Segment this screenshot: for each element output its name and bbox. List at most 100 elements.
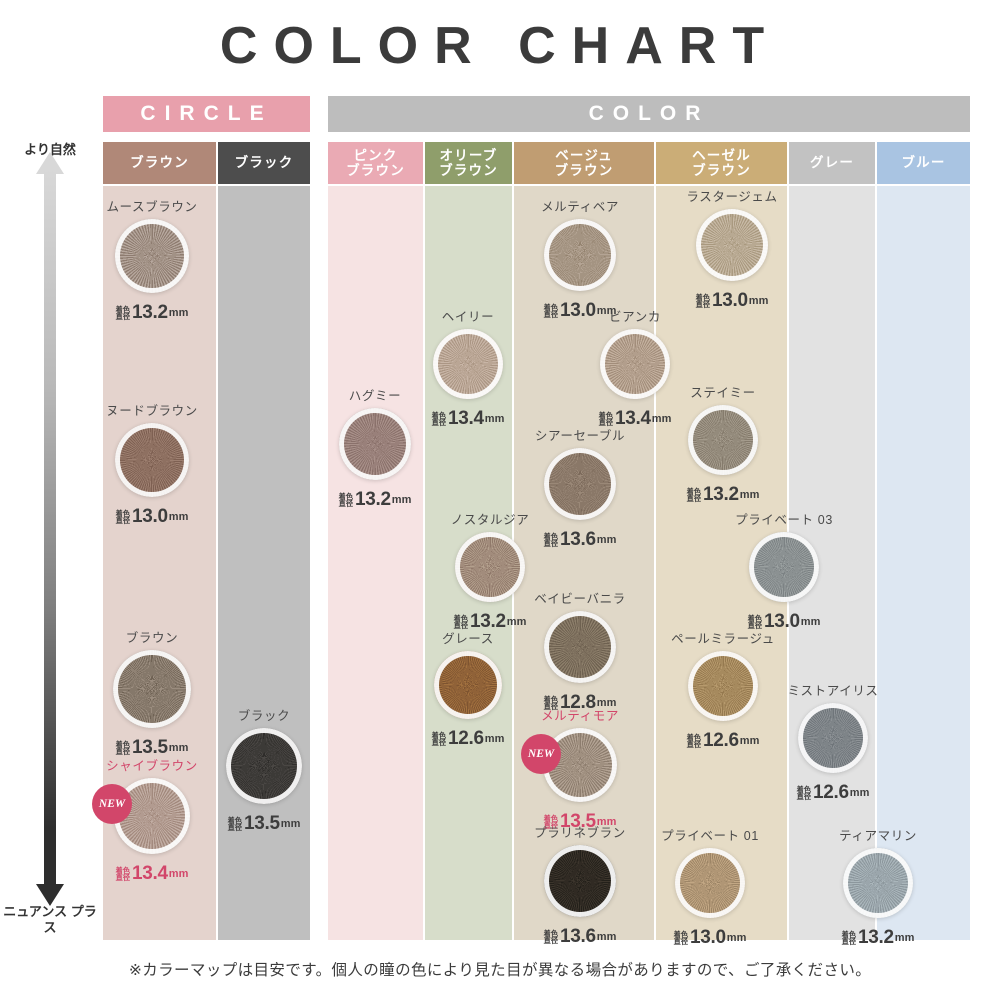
lens-item[interactable]: メルティモア NEW 着色 直径 13.5 mm xyxy=(505,705,655,833)
lens-item[interactable]: シャイブラウン NEW 着色 直径 13.4 mm xyxy=(77,755,227,885)
column-header-pink-brown[interactable]: ピンク ブラウン xyxy=(328,142,423,184)
column-header-brown[interactable]: ブラウン xyxy=(103,142,216,184)
lens-item[interactable]: ハグミー 着色 直径 13.2 mm xyxy=(300,385,450,511)
diameter-label-line1: 着色 xyxy=(431,730,447,740)
diameter-label-line1: 着色 xyxy=(841,929,857,939)
lens-image-wrap xyxy=(115,219,189,293)
column-header-label: ヘーゼル xyxy=(692,147,751,163)
lens-item[interactable]: ミストアイリス 着色 直径 12.6 mm xyxy=(758,680,908,804)
lens-image-wrap xyxy=(339,408,411,480)
column-header-blue[interactable]: ブルー xyxy=(877,142,970,184)
new-badge: NEW xyxy=(92,784,132,824)
lens-image-wrap xyxy=(600,329,670,399)
diameter-label: 着色 直径 xyxy=(116,306,130,321)
column-header-beige-brown[interactable]: ベージュ ブラウン xyxy=(514,142,654,184)
lens-image-wrap xyxy=(544,219,616,291)
lens-item[interactable]: ヌードブラウン 着色 直径 13.0 mm xyxy=(77,400,227,528)
diameter-unit: mm xyxy=(596,534,617,546)
lens-image-wrap xyxy=(675,848,745,918)
diameter-label: 着色 直径 xyxy=(544,696,558,711)
diameter-value: 12.6 xyxy=(813,782,849,803)
lens-item[interactable]: ベイビーバニラ 着色 直径 12.8 mm xyxy=(505,588,655,714)
diameter-label: 着色 直径 xyxy=(674,931,688,946)
lens-item[interactable]: ステイミー 着色 直径 13.2 mm xyxy=(648,382,798,506)
diameter-label-line2: 直径 xyxy=(543,539,559,548)
lens-name: ハグミー xyxy=(348,389,402,403)
column-header-hazel-brown[interactable]: ヘーゼル ブラウン xyxy=(656,142,787,184)
diameter-label: 着色 直径 xyxy=(116,867,130,882)
diameter-label-line1: 着色 xyxy=(338,491,354,501)
diameter-label-line2: 直径 xyxy=(686,494,702,503)
diameter-value: 13.0 xyxy=(764,611,800,632)
lens-item[interactable]: ノスタルジア 着色 直径 13.2 mm xyxy=(415,509,565,633)
diameter-value: 13.0 xyxy=(690,927,726,948)
lens-item[interactable]: メルティベア着色 直径 13.0 mm xyxy=(505,196,655,322)
lens-item[interactable]: ブラウン 着色 直径 13.5 mm xyxy=(77,627,227,759)
diameter-value: 13.6 xyxy=(560,926,596,947)
lens-item[interactable]: プライベート 01 着色 直径 13.0 mm xyxy=(635,825,785,949)
diameter-label: 着色 直径 xyxy=(115,739,131,756)
lens-item[interactable]: プラリネブラン 着色 直径 13.6 mm xyxy=(505,822,655,948)
column-body-beige-brown xyxy=(514,186,654,940)
lens-image-wrap xyxy=(798,703,868,773)
lens-diameter: 着色 直径 13.0 mm xyxy=(709,611,859,633)
diameter-value: 13.4 xyxy=(615,408,651,429)
lens-item[interactable]: ムースブラウン着色 直径 13.2 mm xyxy=(77,196,227,324)
diameter-label: 着色 直径 xyxy=(431,730,447,747)
lens-name: ティアマリン xyxy=(839,829,917,843)
lens-item[interactable]: ティアマリン 着色 直径 13.2 mm xyxy=(803,825,953,949)
column-header-gray[interactable]: グレー xyxy=(789,142,875,184)
lens-name: メルティベア xyxy=(541,200,619,214)
lens-item[interactable]: ビアンカ 着色 直径 13.4 mm xyxy=(560,306,710,430)
column-header-black[interactable]: ブラック xyxy=(218,142,310,184)
lens-item[interactable]: ラスタージェム 着色 直径 13.0 mm xyxy=(657,186,807,312)
diameter-label-line2: 直径 xyxy=(686,740,702,749)
diameter-label-line2: 直径 xyxy=(841,937,857,946)
diameter-label: 着色 直径 xyxy=(227,817,243,832)
lens-diameter: 着色 直径 13.2 mm xyxy=(77,302,227,324)
lens-image-wrap xyxy=(113,650,191,728)
column-header-label: ブルー xyxy=(901,155,946,171)
lens-item[interactable]: グレース 着色 直径 12.6 mm xyxy=(393,628,543,750)
lens-diameter: 着色 直径 13.5 mm xyxy=(77,737,227,759)
lens-image-wrap xyxy=(455,532,525,602)
lens-item[interactable]: シアーセーブル 着色 直径 13.6 mm xyxy=(505,425,655,551)
diameter-label-line2: 直径 xyxy=(227,823,243,832)
lens-name: ヘイリー xyxy=(441,310,495,324)
lens-diameter: 着色 直径 13.0 mm xyxy=(505,300,655,322)
lens-image-wrap xyxy=(226,728,302,804)
column-header-label: ブラウン xyxy=(346,163,405,178)
group-band-circle: CIRCLE xyxy=(103,96,310,132)
column-header-label: オリーブ xyxy=(439,147,498,163)
lens-image-wrap xyxy=(544,611,616,683)
lens-item[interactable]: ブラック 着色 直径 13.5 mm xyxy=(189,705,339,835)
lens-name: ムースブラウン xyxy=(106,200,198,214)
diameter-unit: mm xyxy=(894,932,915,944)
axis-gradient-arrow xyxy=(44,168,56,886)
diameter-unit: mm xyxy=(168,511,189,523)
diameter-unit: mm xyxy=(726,932,747,944)
diameter-label-line1: 着色 xyxy=(115,739,131,749)
diameter-value: 13.6 xyxy=(560,529,596,550)
column-header-olive-brown[interactable]: オリーブ ブラウン xyxy=(425,142,512,184)
lens-name: ヌードブラウン xyxy=(106,404,198,418)
lens-item[interactable]: ペールミラージュ 着色 直径 12.6 mm xyxy=(648,628,798,752)
lens-diameter: 着色 直径 13.4 mm xyxy=(560,408,710,430)
diameter-unit: mm xyxy=(596,931,617,943)
diameter-label-line2: 直径 xyxy=(543,310,559,319)
diameter-value: 13.5 xyxy=(244,813,280,834)
diameter-unit: mm xyxy=(484,413,505,425)
diameter-label-line1: 着色 xyxy=(686,732,702,742)
diameter-unit: mm xyxy=(280,818,301,830)
diameter-label: 着色 直径 xyxy=(686,488,702,503)
diameter-value: 12.6 xyxy=(448,728,484,749)
diameter-unit: mm xyxy=(651,413,672,425)
contact-lens-icon xyxy=(226,728,302,804)
column-header-label: ブラック xyxy=(234,155,294,171)
diameter-label-line1: 着色 xyxy=(543,928,559,938)
contact-lens-icon xyxy=(115,219,189,293)
lens-item[interactable]: プライベート 03 着色 直径 13.0 mm xyxy=(709,509,859,633)
diameter-unit: mm xyxy=(484,733,505,745)
lens-diameter: 着色 直径 13.0 mm xyxy=(635,927,785,949)
lens-item[interactable]: ヘイリー 着色 直径 13.4 mm xyxy=(393,306,543,430)
